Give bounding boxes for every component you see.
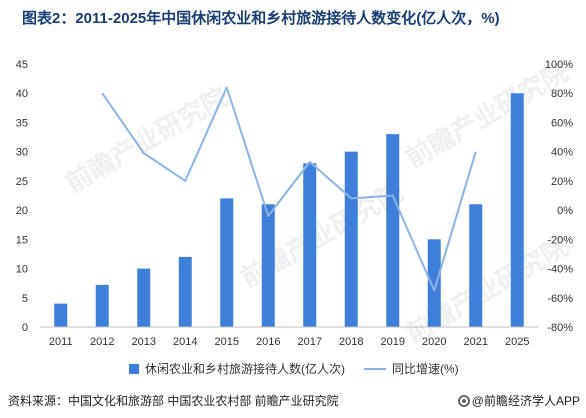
y-right-tick-label: 80%: [551, 88, 573, 100]
bars-layer: [54, 93, 524, 327]
y-right-tick-label: -60%: [547, 293, 573, 305]
x-tick-label: 2012: [90, 336, 114, 348]
y-right-tick-label: 100%: [545, 59, 573, 71]
axis-layer: 051015202530354045-80%-60%-40%-20%0%20%4…: [16, 59, 573, 348]
y-right-tick-label: -80%: [547, 322, 573, 334]
bar: [95, 284, 109, 327]
y-left-tick-label: 35: [16, 117, 28, 129]
y-left-tick-label: 30: [16, 147, 28, 159]
y-right-tick-label: -20%: [547, 234, 573, 246]
y-left-tick-label: 0: [22, 322, 28, 334]
legend-bar-label: 休闲农业和乡村旅游接待人数(亿人次): [145, 361, 345, 376]
bar: [427, 239, 441, 327]
legend-line-label: 同比增速(%): [392, 362, 459, 376]
y-left-tick-label: 40: [16, 88, 28, 100]
y-right-tick-label: 0%: [557, 205, 573, 217]
y-right-tick-label: -40%: [547, 264, 573, 276]
bar: [344, 151, 358, 327]
x-tick-label: 2017: [298, 336, 322, 348]
x-tick-label: 2021: [464, 336, 488, 348]
chart-title: 图表2：2011-2025年中国休闲农业和乡村旅游接待人数变化(亿人次，%): [22, 10, 500, 27]
bar: [54, 303, 68, 327]
x-tick-label: 2025: [505, 336, 529, 348]
x-tick-label: 2011: [49, 336, 73, 348]
y-left-tick-label: 15: [16, 234, 28, 246]
x-tick-label: 2019: [381, 336, 405, 348]
legend: 休闲农业和乡村旅游接待人数(亿人次) 同比增速(%): [129, 361, 459, 376]
brand-label: @前瞻经济学人APP: [457, 391, 580, 411]
y-right-tick-label: 20%: [551, 176, 573, 188]
y-left-tick-label: 5: [22, 293, 28, 305]
source-note: 资料来源：中国文化和旅游部 中国农业农村部 前瞻产业研究院: [8, 394, 339, 408]
x-tick-label: 2016: [256, 336, 280, 348]
x-tick-label: 2013: [132, 336, 156, 348]
y-left-tick-label: 10: [16, 264, 28, 276]
bar: [178, 256, 192, 327]
bar: [220, 198, 234, 327]
bar: [137, 268, 151, 327]
brand-logo-icon: [457, 395, 470, 407]
x-tick-label: 2014: [173, 336, 197, 348]
x-tick-label: 2015: [215, 336, 239, 348]
growth-rate-line: [101, 86, 477, 292]
y-right-tick-label: 40%: [551, 147, 573, 159]
y-left-tick-label: 20: [16, 205, 28, 217]
y-right-tick-label: 60%: [551, 117, 573, 129]
y-left-tick-label: 45: [16, 59, 28, 71]
legend-bar-swatch: [129, 364, 139, 374]
bar: [469, 204, 483, 327]
bar: [261, 204, 275, 327]
bar: [386, 134, 400, 327]
x-tick-label: 2018: [339, 336, 363, 348]
bar: [303, 163, 317, 327]
x-tick-label: 2020: [422, 336, 446, 348]
brand-text: @前瞻经济学人APP: [471, 394, 580, 408]
bar: [510, 93, 524, 327]
y-left-tick-label: 25: [16, 176, 28, 188]
line-layer: [101, 86, 477, 292]
